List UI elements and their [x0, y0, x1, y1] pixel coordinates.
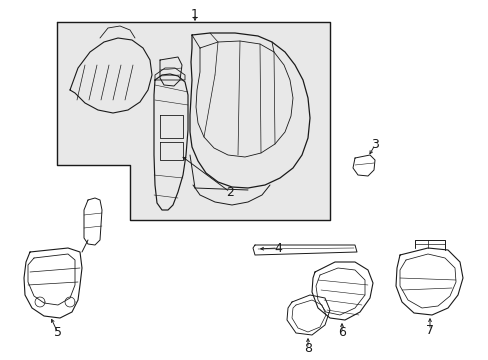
- Polygon shape: [57, 22, 329, 220]
- Text: 3: 3: [370, 139, 378, 152]
- Text: 4: 4: [273, 242, 282, 255]
- Text: 5: 5: [54, 327, 62, 339]
- Text: 6: 6: [337, 327, 345, 339]
- Text: 7: 7: [425, 324, 433, 337]
- Text: 8: 8: [304, 342, 311, 355]
- Text: 2: 2: [225, 185, 233, 198]
- Text: 1: 1: [191, 8, 199, 21]
